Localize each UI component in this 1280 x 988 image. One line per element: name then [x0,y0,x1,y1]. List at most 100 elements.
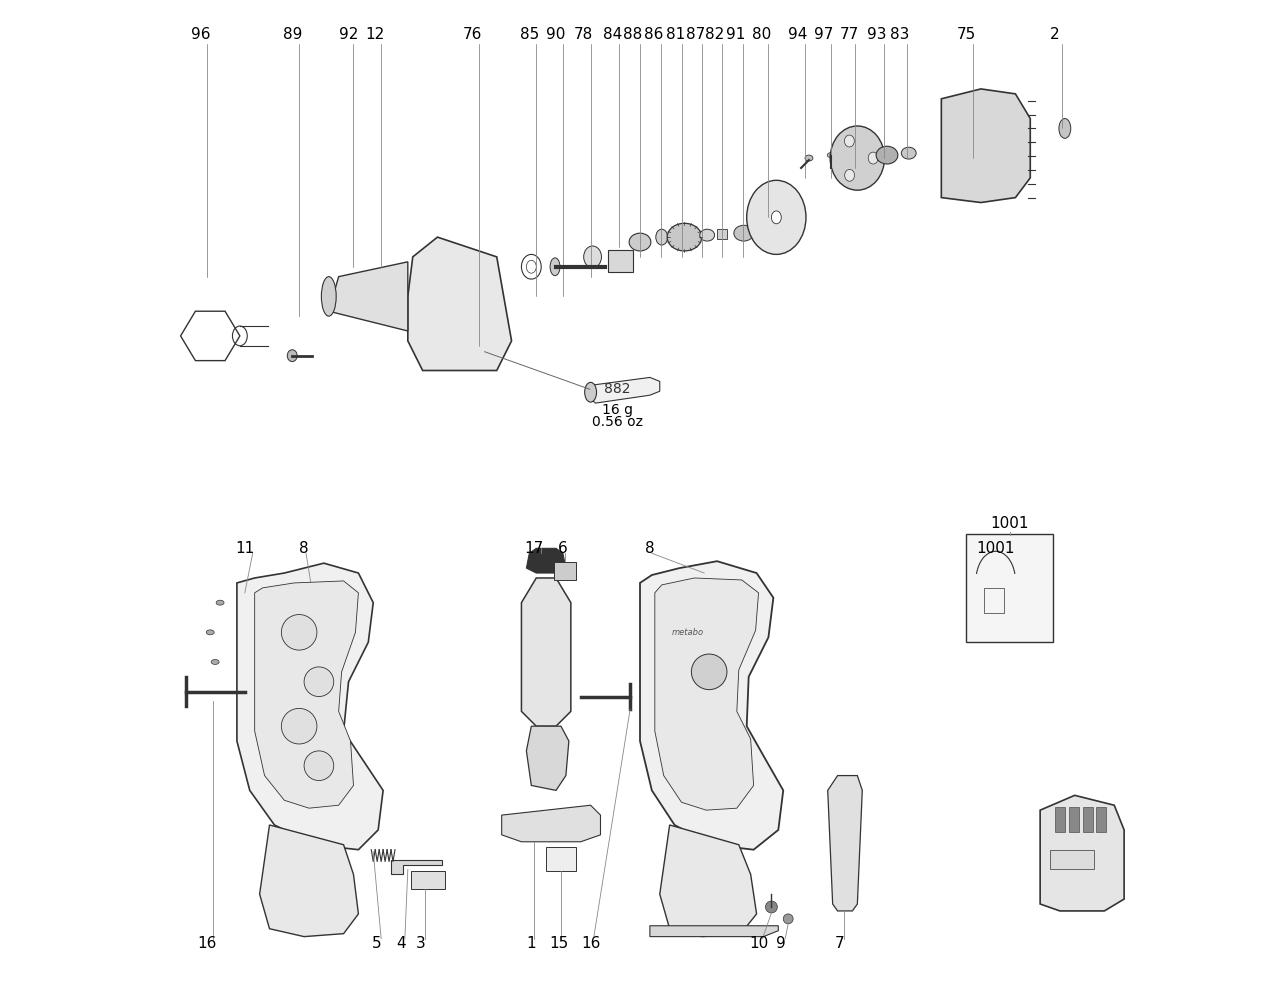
Bar [371,309,387,316]
Circle shape [765,901,777,913]
Polygon shape [1041,795,1124,911]
Bar [1050,850,1094,869]
Text: 81: 81 [666,27,685,42]
Bar [966,534,1053,642]
Polygon shape [526,548,566,573]
Text: 16: 16 [197,936,216,951]
Bar [1069,807,1079,832]
Text: 80: 80 [751,27,771,42]
Text: 84: 84 [603,27,622,42]
Text: 77: 77 [840,27,859,42]
Bar [608,250,634,272]
Text: 17: 17 [525,540,544,556]
Text: 86: 86 [644,27,663,42]
Ellipse shape [346,289,357,304]
Text: 15: 15 [549,936,568,951]
Circle shape [305,751,334,781]
Text: 78: 78 [573,27,594,42]
Text: 87: 87 [686,27,705,42]
Polygon shape [502,805,600,842]
Ellipse shape [876,146,897,164]
Ellipse shape [733,225,754,241]
Circle shape [282,708,317,744]
Bar [1055,807,1065,832]
Ellipse shape [827,153,835,158]
Bar [547,847,576,871]
Circle shape [282,615,317,650]
Ellipse shape [630,233,650,251]
Text: 93: 93 [868,27,887,42]
Circle shape [783,914,794,924]
Text: 10: 10 [749,936,768,951]
Ellipse shape [868,152,878,164]
Polygon shape [526,726,568,790]
Text: 92: 92 [339,27,358,42]
Ellipse shape [746,181,806,254]
Text: 0.56 oz: 0.56 oz [591,415,643,429]
Polygon shape [255,581,358,808]
Text: 89: 89 [283,27,302,42]
Bar [984,588,1004,613]
Text: 75: 75 [956,27,975,42]
Ellipse shape [206,630,214,635]
Ellipse shape [805,155,813,161]
Ellipse shape [550,258,559,276]
Text: 16: 16 [581,936,600,951]
Text: 4: 4 [396,936,406,951]
Ellipse shape [845,169,855,181]
Text: 9: 9 [777,936,786,951]
Polygon shape [408,237,512,370]
Polygon shape [828,776,863,911]
Polygon shape [390,860,443,874]
Text: 7: 7 [835,936,845,951]
Polygon shape [655,578,759,810]
Text: 1: 1 [526,936,536,951]
Polygon shape [640,561,783,850]
Ellipse shape [1059,119,1071,138]
Bar [411,871,445,889]
Ellipse shape [901,147,916,159]
Ellipse shape [585,382,596,402]
Text: 882: 882 [604,382,631,396]
Ellipse shape [831,125,884,191]
Polygon shape [237,563,383,850]
Text: 85: 85 [520,27,539,42]
Text: 1001: 1001 [991,516,1029,532]
Text: 5: 5 [371,936,381,951]
Bar [1083,807,1093,832]
Circle shape [305,667,334,697]
Ellipse shape [772,211,781,224]
Text: 12: 12 [366,27,385,42]
Text: 91: 91 [726,27,745,42]
Polygon shape [521,578,571,726]
Ellipse shape [667,223,701,251]
Text: 97: 97 [814,27,833,42]
Text: 94: 94 [788,27,808,42]
Text: 11: 11 [236,540,255,556]
Ellipse shape [321,277,337,316]
Ellipse shape [216,600,224,605]
Text: 90: 90 [547,27,566,42]
Text: 83: 83 [890,27,910,42]
Text: 6: 6 [558,540,568,556]
Text: 2: 2 [1050,27,1060,42]
Text: 16 g: 16 g [602,403,632,417]
Text: 96: 96 [191,27,210,42]
Polygon shape [659,825,756,937]
Bar [717,229,727,239]
Ellipse shape [287,350,297,362]
Ellipse shape [584,246,602,268]
Text: 8: 8 [645,540,654,556]
Ellipse shape [700,229,714,241]
Text: 82: 82 [705,27,724,42]
Text: metabo: metabo [672,627,704,637]
Text: 76: 76 [462,27,481,42]
Polygon shape [590,377,659,403]
Ellipse shape [845,135,854,147]
Text: 1001: 1001 [977,540,1015,556]
Text: 8: 8 [300,540,308,556]
Ellipse shape [211,660,219,665]
Polygon shape [329,262,408,331]
Polygon shape [941,89,1030,203]
Text: 88: 88 [623,27,643,42]
